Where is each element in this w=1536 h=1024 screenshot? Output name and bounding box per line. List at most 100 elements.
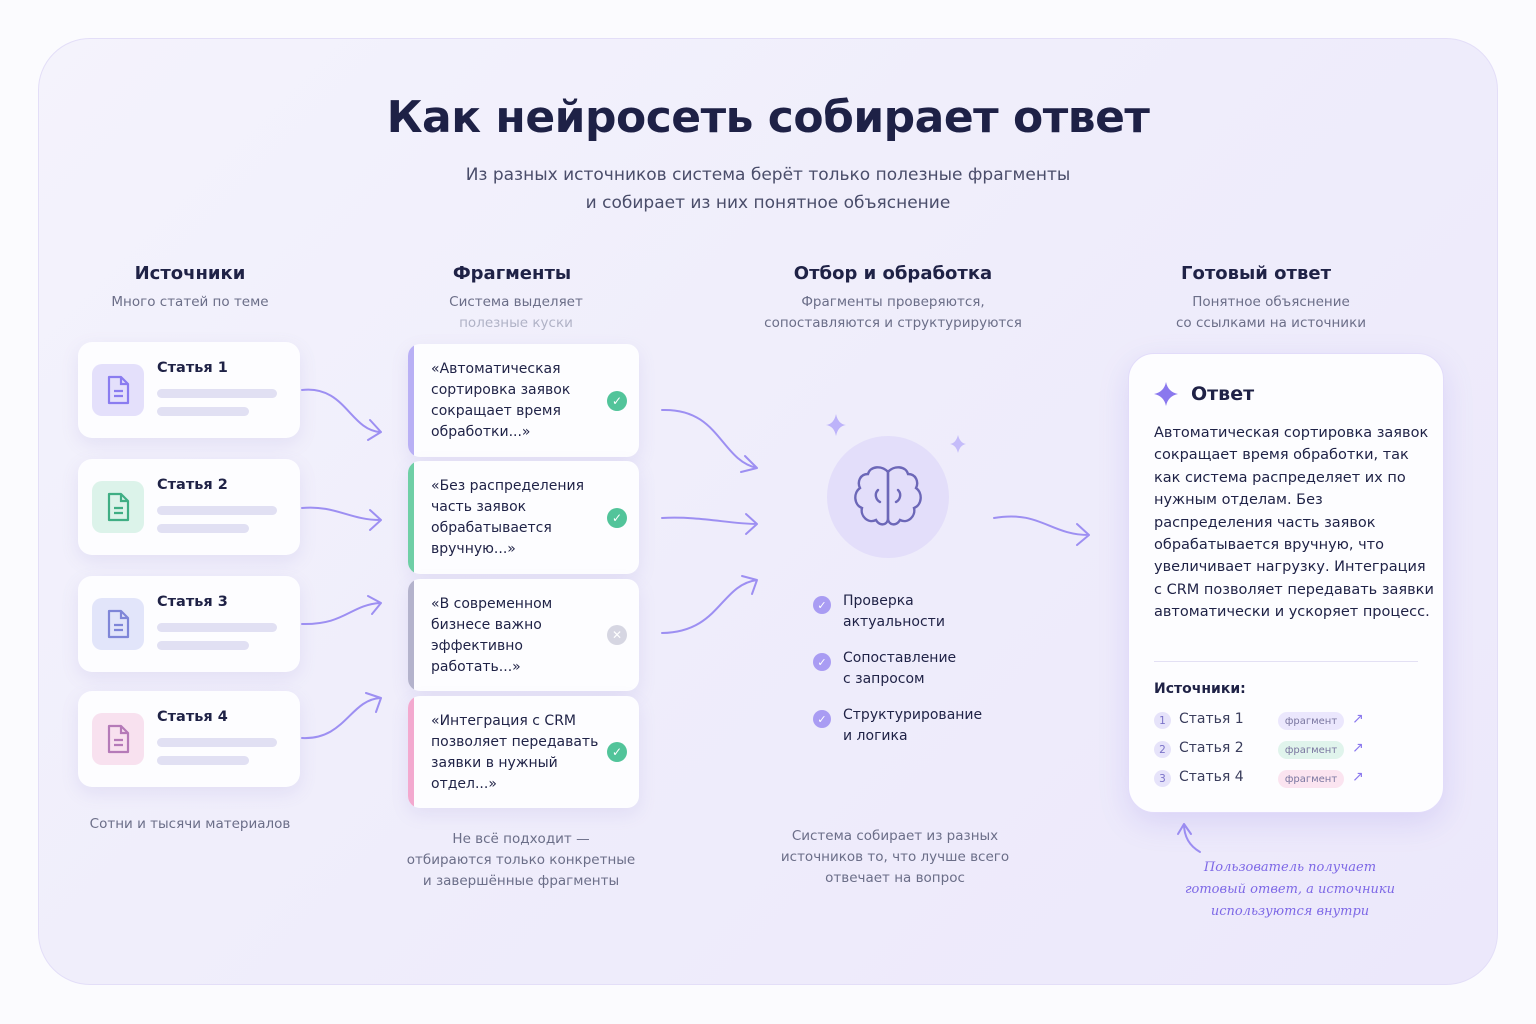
page-title: Как нейросеть собирает ответ bbox=[386, 92, 1150, 143]
subtitle-line: сопоставляются и структурируются bbox=[764, 315, 1022, 331]
document-icon bbox=[92, 713, 144, 765]
x-circle-icon: ✕ bbox=[607, 625, 627, 645]
step-line: актуальности bbox=[843, 614, 945, 630]
column-subtitle-fragments: Система выделяет полезные куски bbox=[356, 292, 676, 334]
column-title-processing: Отбор и обработка bbox=[793, 263, 993, 284]
fragment-edge bbox=[408, 461, 414, 574]
footer-line: источников то, что лучше всего bbox=[780, 849, 1010, 865]
text-placeholder-bar bbox=[157, 407, 249, 416]
subtitle-line-1: Из разных источников система берёт тольк… bbox=[465, 165, 1071, 185]
arrow-source2 bbox=[301, 506, 382, 531]
step-line: и логика bbox=[843, 728, 908, 744]
arrow-source1 bbox=[301, 388, 382, 441]
sources-label: Источники: bbox=[1154, 681, 1246, 697]
fragment-card: «В современном бизнесе важно эффективно … bbox=[408, 579, 639, 691]
check-circle-icon: ✓ bbox=[607, 742, 627, 762]
column-subtitle-sources: Много статей по теме bbox=[111, 294, 269, 310]
note-line: используются внутри bbox=[1210, 904, 1370, 919]
fragment-text: «Без распределения часть заявок обрабаты… bbox=[431, 478, 585, 557]
footer-line: отвечает на вопрос bbox=[825, 870, 965, 886]
check-circle-icon: ✓ bbox=[607, 507, 627, 528]
source-name[interactable]: Статья 2 bbox=[1179, 740, 1244, 756]
answer-title: Ответ bbox=[1191, 383, 1255, 405]
sources-footer: Сотни и тысячи материалов bbox=[89, 816, 291, 832]
check-circle-icon: ✓ bbox=[813, 596, 831, 614]
document-icon bbox=[92, 364, 144, 416]
processing-step: Структурирование и логика bbox=[843, 705, 982, 747]
source-number: 3 bbox=[1154, 770, 1171, 787]
source-number: 2 bbox=[1154, 741, 1171, 758]
subtitle-line: Понятное объяснение bbox=[1192, 294, 1350, 310]
text-placeholder-bar bbox=[157, 641, 249, 650]
step-line: Структурирование bbox=[843, 707, 983, 723]
source-card[interactable]: Статья 4 bbox=[78, 691, 300, 787]
document-icon bbox=[92, 598, 144, 650]
column-title-fragments: Фрагменты bbox=[452, 263, 572, 284]
fragment-tag: фрагмент bbox=[1278, 770, 1344, 788]
check-circle-icon: ✓ bbox=[813, 710, 831, 728]
source-card[interactable]: Статья 3 bbox=[78, 576, 300, 672]
arrow-source4 bbox=[301, 692, 382, 740]
answer-card: Ответ Автоматическая сортировка заявок с… bbox=[1128, 353, 1444, 813]
text-placeholder-bar bbox=[157, 623, 277, 632]
subtitle-line-2: и собирает из них понятное объяснение bbox=[585, 193, 951, 213]
document-icon bbox=[92, 481, 144, 533]
fragment-edge bbox=[408, 696, 414, 808]
processing-step: Сопоставление с запросом bbox=[843, 648, 956, 690]
source-card[interactable]: Статья 2 bbox=[78, 459, 300, 555]
arrow-fragment4 bbox=[661, 575, 758, 634]
sparkle-icon bbox=[826, 414, 846, 436]
text-placeholder-bar bbox=[157, 524, 249, 533]
text-placeholder-bar bbox=[157, 506, 277, 515]
footer-line: и завершённые фрагменты bbox=[422, 873, 620, 889]
answer-text: Автоматическая сортировка заявок сокраща… bbox=[1154, 425, 1434, 621]
answer-source-row: 1 Статья 1 фрагмент ↗ bbox=[1154, 711, 1414, 731]
fragment-tag: фрагмент bbox=[1278, 741, 1344, 759]
step-line: с запросом bbox=[843, 671, 925, 687]
footer-line: Система собирает из разных bbox=[791, 828, 999, 844]
text-placeholder-bar bbox=[157, 389, 277, 398]
processing-step: Проверка актуальности bbox=[843, 591, 945, 633]
source-title: Статья 4 bbox=[157, 709, 228, 725]
footer-line: отбираются только конкретные bbox=[406, 852, 636, 868]
text-placeholder-bar bbox=[157, 738, 277, 747]
source-name[interactable]: Статья 4 bbox=[1179, 769, 1244, 785]
arrow-to-answer bbox=[993, 515, 1090, 546]
note-line: готовый ответ, а источники bbox=[1184, 882, 1396, 897]
arrow-note bbox=[1177, 823, 1201, 853]
column-subtitle-answer: Понятное объяснение со ссылками на источн… bbox=[1111, 292, 1431, 334]
fragment-card: «Без распределения часть заявок обрабаты… bbox=[408, 461, 639, 574]
fragment-tag: фрагмент bbox=[1278, 712, 1344, 730]
arrow-fragment1 bbox=[661, 408, 758, 473]
fragment-card: «Интеграция с CRM позволяет передавать з… bbox=[408, 696, 639, 808]
footer-line: Не всё подходит — bbox=[452, 831, 590, 847]
divider bbox=[1154, 661, 1418, 662]
step-line: Сопоставление bbox=[843, 650, 957, 666]
fragments-footer: Не всё подходит — отбираются только конкр… bbox=[361, 829, 681, 892]
subtitle-line: Система выделяет bbox=[449, 294, 583, 310]
subtitle-line: полезные куски bbox=[459, 315, 573, 331]
external-link-icon[interactable]: ↗ bbox=[1352, 711, 1364, 727]
fragment-text: «В современном бизнесе важно эффективно … bbox=[431, 596, 553, 675]
step-line: Проверка bbox=[843, 593, 914, 609]
external-link-icon[interactable]: ↗ bbox=[1352, 769, 1364, 785]
fragment-card: «Автоматическая сортировка заявок сокращ… bbox=[408, 344, 639, 457]
source-title: Статья 3 bbox=[157, 594, 228, 610]
column-title-sources: Источники bbox=[134, 263, 246, 284]
arrow-fragment2 bbox=[661, 513, 758, 535]
answer-source-row: 3 Статья 4 фрагмент ↗ bbox=[1154, 769, 1414, 789]
column-subtitle-processing: Фрагменты проверяются, сопоставляются и с… bbox=[733, 292, 1053, 334]
external-link-icon[interactable]: ↗ bbox=[1352, 740, 1364, 756]
sparkle-icon bbox=[950, 435, 966, 453]
subtitle-line: со ссылками на источники bbox=[1176, 315, 1366, 331]
answer-source-row: 2 Статья 2 фрагмент ↗ bbox=[1154, 740, 1414, 760]
sparkle-icon bbox=[1154, 382, 1178, 406]
fragment-edge bbox=[408, 579, 414, 691]
fragment-text: «Интеграция с CRM позволяет передавать з… bbox=[431, 713, 599, 792]
source-title: Статья 1 bbox=[157, 360, 228, 376]
source-name[interactable]: Статья 1 bbox=[1179, 711, 1244, 727]
source-card[interactable]: Статья 1 bbox=[78, 342, 300, 438]
source-number: 1 bbox=[1154, 712, 1171, 729]
brain-icon bbox=[854, 466, 922, 526]
